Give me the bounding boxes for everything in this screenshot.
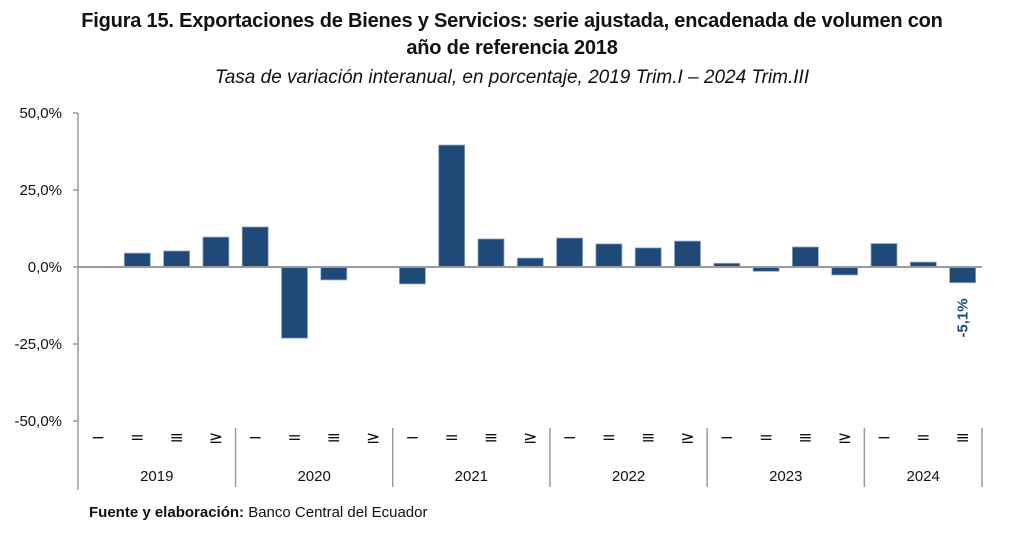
x-axis: − = ≡ ≥2019 − = ≡ ≥2020 − = ≡ ≥2021 − = ≡ ≥2022 − = ≡ ≥2023… [91, 428, 983, 487]
bar [556, 237, 583, 268]
bar [123, 252, 151, 268]
annotations: -5,1% [955, 298, 972, 337]
source-note: Fuente y elaboración: Banco Central del … [89, 504, 428, 521]
quarter-label: − [720, 428, 734, 448]
quarter-label: ≡ [484, 428, 498, 448]
quarter-label: ≡ [169, 428, 183, 448]
chart-title-line2: año de referencia 2018 [406, 37, 618, 59]
quarter-label: = [916, 428, 930, 448]
y-tick-label: 50,0% [19, 105, 62, 122]
quarter-label: ≡ [955, 428, 969, 448]
bar [477, 238, 505, 268]
quarter-label: = [445, 428, 459, 448]
quarter-label: = [130, 428, 144, 448]
quarter-label: ≥ [838, 428, 852, 448]
year-label: 2024 [906, 468, 939, 485]
source-label: Fuente y elaboración: [89, 504, 245, 521]
quarter-label: ≡ [641, 428, 655, 448]
bar [241, 226, 269, 268]
quarter-label: − [405, 428, 419, 448]
bar [516, 257, 544, 268]
year-label: 2020 [297, 468, 330, 485]
quarter-label: − [248, 428, 262, 448]
quarter-label: ≥ [209, 428, 223, 448]
year-label: 2019 [140, 468, 173, 485]
source-value: Banco Central del Ecuador [244, 504, 428, 521]
bar [792, 246, 819, 268]
bar [674, 240, 701, 268]
bar [320, 266, 348, 281]
bar [595, 243, 623, 268]
chart-title-line1: Figura 15. Exportaciones de Bienes y Ser… [81, 10, 943, 32]
bar [438, 144, 466, 268]
bar [949, 266, 976, 284]
y-tick-label: 25,0% [19, 182, 62, 199]
quarter-label: ≥ [523, 428, 537, 448]
y-tick-label: -50,0% [14, 413, 62, 430]
quarter-label: − [91, 428, 105, 448]
quarter-label: − [877, 428, 891, 448]
quarter-label: = [602, 428, 616, 448]
quarter-label: ≥ [366, 428, 380, 448]
y-tick-label: 0,0% [28, 259, 62, 276]
year-label: 2022 [612, 468, 645, 485]
quarter-label: ≡ [798, 428, 812, 448]
bar [281, 266, 308, 339]
y-tick-label: -25,0% [14, 336, 62, 353]
bar [634, 247, 662, 268]
bar [398, 266, 426, 285]
chart-subtitle: Tasa de variación interanual, en porcent… [214, 67, 810, 88]
bar [163, 250, 191, 268]
bar [831, 266, 859, 276]
y-axis: 50,0% 25,0% 0,0% -25,0% -50,0% [14, 105, 79, 490]
bar [870, 243, 898, 268]
quarter-label: ≥ [680, 428, 694, 448]
data-label: -5,1% [955, 298, 972, 337]
bars [123, 144, 976, 339]
quarter-label: − [562, 428, 576, 448]
quarter-label: ≡ [327, 428, 341, 448]
bar [202, 236, 230, 268]
year-label: 2021 [455, 468, 488, 485]
year-label: 2023 [769, 468, 802, 485]
quarter-label: = [759, 428, 773, 448]
quarter-label: = [287, 428, 301, 448]
